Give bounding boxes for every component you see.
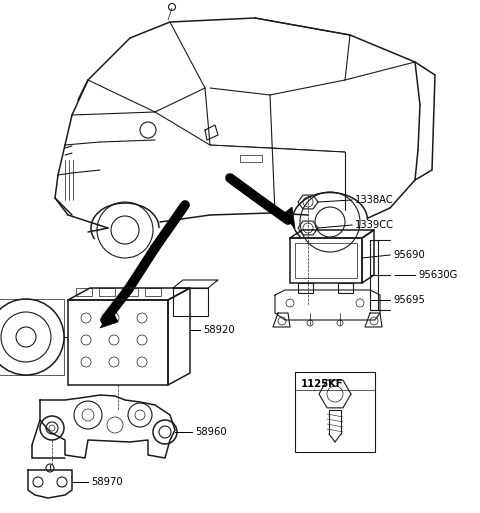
Bar bbox=[295, 243, 357, 278]
Text: 1339CC: 1339CC bbox=[355, 220, 394, 230]
Circle shape bbox=[181, 201, 189, 209]
Text: 95630G: 95630G bbox=[418, 270, 457, 280]
Bar bbox=[298, 283, 313, 293]
Bar bbox=[338, 283, 353, 293]
Bar bbox=[0, 299, 64, 375]
Bar bbox=[370, 240, 378, 310]
Polygon shape bbox=[282, 207, 295, 228]
Bar bbox=[76, 288, 92, 296]
Polygon shape bbox=[100, 310, 118, 328]
Bar bbox=[145, 288, 161, 296]
Text: 58970: 58970 bbox=[91, 477, 122, 487]
Bar bbox=[99, 288, 115, 296]
Text: 95690: 95690 bbox=[393, 250, 425, 260]
Text: 58960: 58960 bbox=[195, 427, 227, 437]
Bar bbox=[290, 238, 362, 283]
Bar bbox=[122, 288, 138, 296]
Bar bbox=[240, 155, 262, 162]
Text: 1338AC: 1338AC bbox=[355, 195, 394, 205]
Bar bbox=[295, 372, 375, 452]
Circle shape bbox=[226, 174, 234, 182]
Text: 95695: 95695 bbox=[393, 295, 425, 305]
Bar bbox=[68, 300, 168, 385]
Text: 1125KF: 1125KF bbox=[301, 379, 344, 389]
Text: 58920: 58920 bbox=[203, 325, 235, 335]
Bar bbox=[173, 288, 208, 316]
